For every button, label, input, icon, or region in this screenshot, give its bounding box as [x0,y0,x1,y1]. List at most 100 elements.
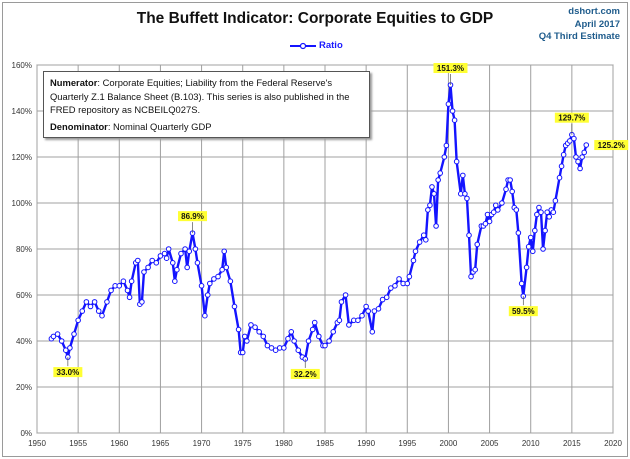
data-point [91,299,98,305]
data-point [322,342,328,349]
data-point [139,299,145,305]
legend-label: Ratio [319,40,343,51]
data-point [532,227,538,234]
data-point [538,209,544,215]
data-point [513,207,520,213]
x-tick-label: 2020 [604,439,622,448]
data-point [241,333,248,340]
chart-title: The Buffett Indicator: Corporate Equitie… [136,10,494,27]
data-point [507,177,513,183]
data-point [571,135,577,142]
data-point [67,345,73,351]
data-point [474,241,481,248]
data-point [95,308,102,314]
annotation-label: 59.5% [512,307,535,316]
data-point [172,278,178,285]
data-point [472,266,478,273]
annotation-label: 86.9% [181,212,204,221]
y-tick-label: 100% [12,199,32,208]
data-point [54,331,61,337]
y-tick-label: 60% [16,291,32,300]
annotation-label: 151.3% [437,64,464,73]
definition-note: Numerator: Corporate Equities; Liability… [43,71,370,138]
data-point [363,303,369,310]
data-point [99,312,105,319]
data-point [268,345,275,351]
data-point [235,326,242,333]
legend: Ratio [290,40,343,51]
data-point [338,299,345,305]
data-point [579,154,585,160]
data-point [466,232,472,238]
annotation-bg [53,367,83,378]
annotation-bg [594,140,629,151]
denominator-note: Denominator: Nominal Quarterly GDP [50,120,363,134]
data-point [460,172,466,179]
data-point [406,273,413,280]
data-point [305,338,312,344]
data-point [145,264,151,271]
data-point [435,177,441,183]
data-point [311,319,318,326]
data-point [116,283,123,289]
annotation-bg [508,306,538,317]
x-tick-label: 1955 [69,439,87,448]
data-point [575,158,581,165]
data-point [346,322,352,328]
source-info: dshort.com April 2017 Q4 Third Estimate [539,6,620,44]
data-point [71,331,77,337]
data-point [552,197,559,204]
source-estimate: Q4 Third Estimate [538,31,620,42]
data-point [433,223,439,229]
data-point [509,188,516,195]
annotation-label: 33.0% [57,368,80,377]
data-point [523,264,530,271]
data-point [336,317,343,324]
data-point [525,243,532,250]
data-point [416,239,423,245]
data-point [396,276,402,282]
data-point [126,294,133,301]
data-point [536,204,542,211]
x-tick-label: 1985 [316,439,334,448]
data-point [527,234,534,241]
data-point [420,232,427,238]
data-point [534,211,540,218]
data-point [149,257,155,264]
data-point [558,163,565,169]
data-point [153,260,160,266]
x-tick-label: 1995 [398,439,416,448]
data-point [141,269,147,275]
data-point [135,257,141,264]
data-point [464,195,470,202]
data-point [490,209,497,215]
data-point [219,266,225,273]
y-tick-label: 140% [12,107,32,116]
y-tick-label: 160% [12,61,32,70]
data-point [309,326,316,333]
data-point [518,280,525,287]
data-point [412,248,419,255]
x-tick-label: 2015 [563,439,581,448]
y-tick-label: 40% [16,337,32,346]
source-date: April 2017 [574,18,620,30]
annotation-bg [290,368,320,379]
data-point [392,283,398,289]
y-tick-label: 120% [12,153,32,162]
data-point [87,303,94,310]
data-point [550,209,557,215]
data-point [58,338,65,344]
data-point [169,260,176,266]
x-tick-label: 1980 [275,439,293,448]
data-point [182,246,188,252]
data-point [128,278,135,285]
data-point [285,335,291,342]
data-point [231,303,238,310]
data-point [227,278,234,285]
x-tick-label: 1970 [193,439,211,448]
data-point [583,142,590,148]
x-tick-label: 1950 [28,439,46,448]
data-point [546,214,553,220]
data-point [192,246,199,252]
data-point [365,308,372,314]
